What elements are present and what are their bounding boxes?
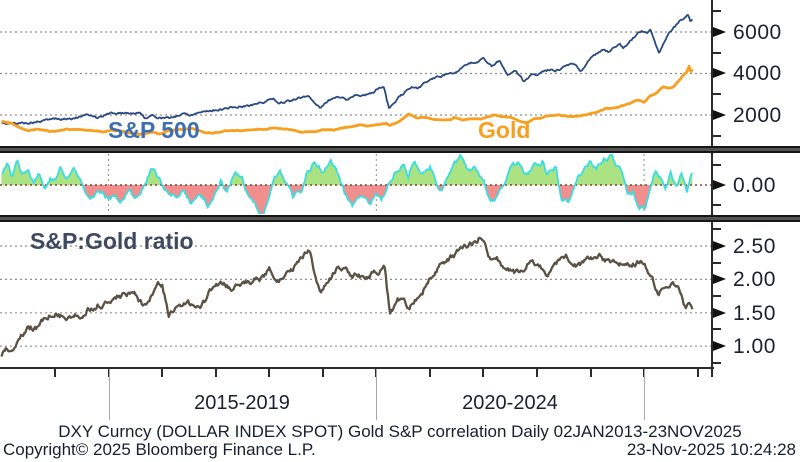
correlation-negative-area [1,185,693,214]
y-axis-arrow-icon [713,68,726,78]
x-year-tick [161,369,163,377]
y-minor-tick [713,93,721,95]
y-minor-tick [713,228,721,230]
x-year-tick [536,369,538,377]
y-minor-tick [713,52,721,54]
correlation-positive-area [1,154,693,185]
s-p-500-line [1,14,694,125]
s-p-gold-ratio-line [0,236,694,357]
x-axis-line [0,367,714,369]
x-year-tick [215,369,217,377]
y-minor-tick [713,328,721,330]
copyright-text: Copyright© 2025 Bloomberg Finance L.P. [3,440,316,459]
x-year-tick [54,369,56,377]
y-axis-arrow-icon [713,110,726,120]
price-panel [0,14,712,136]
ratio-panel [0,236,712,357]
y-axis-arrow-icon [713,274,726,284]
y-axis-arrow-icon [713,27,726,37]
x-year-tick [482,369,484,377]
y-axis-label: 2.50 [733,235,776,258]
chart-description: DXY Curncy (DOLLAR INDEX SPOT) Gold S&P … [58,422,742,441]
y-axis-arrow-icon [713,308,726,318]
x-period-divider [376,369,377,420]
y-axis-label: 4000 [733,62,782,85]
correlation-panel [0,154,712,214]
ratio-series-label: S&P:Gold ratio [30,228,194,254]
panel-divider-bar[interactable] [0,215,800,222]
x-year-tick [697,369,699,377]
x-period-label: 2020-2024 [462,392,558,414]
gold-line [0,64,694,136]
sp500-series-label: S&P 500 [108,117,200,143]
x-period-label: 2015-2019 [194,392,290,414]
y-axis-label: 2.00 [733,268,776,291]
y-axis-arrow-icon [713,341,726,351]
timestamp: 23-Nov-2025 10:24:28 [626,440,796,459]
y-axis-label: 0.00 [733,174,776,197]
x-period-divider [109,369,110,420]
x-year-tick [322,369,324,377]
y-axis-arrow-icon [713,241,726,251]
y-minor-tick [713,262,721,264]
y-minor-tick [713,164,721,166]
x-year-tick [590,369,592,377]
y-minor-tick [713,10,721,12]
y-minor-tick [713,135,721,137]
x-year-tick [429,369,431,377]
x-period-divider [644,369,645,420]
y-axis-label: 1.50 [733,302,776,325]
y-axis-label: 6000 [733,21,782,44]
y-axis-label: 1.00 [733,335,776,358]
panel-divider-bar[interactable] [0,146,800,153]
y-axis-label: 2000 [733,104,782,127]
gold-series-label: Gold [478,117,531,143]
correlation-line [1,154,694,214]
y-minor-tick [713,204,721,206]
right-axis-line [711,0,713,377]
y-minor-tick [713,295,721,297]
y-minor-tick [713,362,721,364]
x-year-tick [268,369,270,377]
y-axis-arrow-icon [713,180,726,190]
